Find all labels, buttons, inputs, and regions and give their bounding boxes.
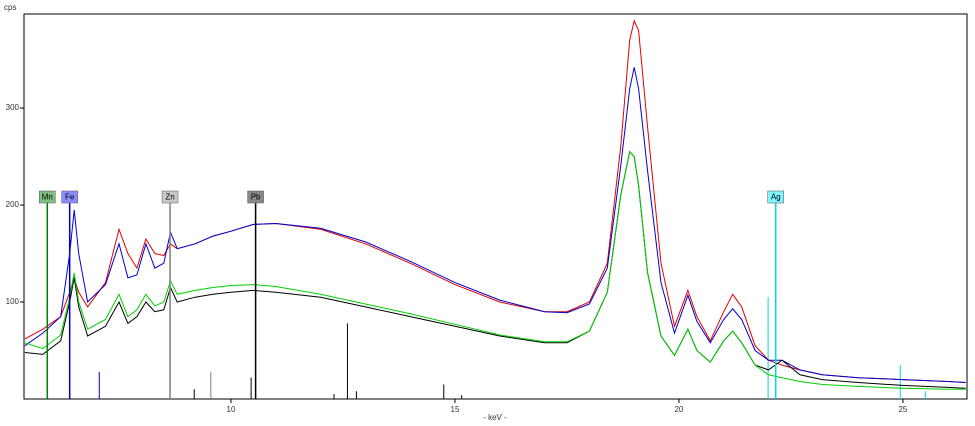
spectrum-line xyxy=(24,67,966,383)
element-label-box xyxy=(61,190,78,204)
y-tick-label: 100 xyxy=(6,297,20,306)
element-label: Fe xyxy=(65,193,75,202)
y-axis-label: cps xyxy=(4,3,16,12)
x-tick-label: 25 xyxy=(898,405,907,414)
element-label-box xyxy=(161,190,179,204)
x-axis-label: - keV - xyxy=(483,413,507,422)
plot-frame xyxy=(23,13,968,400)
element-label-box xyxy=(39,190,56,204)
spectrum-line xyxy=(24,19,966,383)
x-tick-label: 15 xyxy=(451,405,460,414)
element-label-box xyxy=(247,190,264,204)
spectrum-line xyxy=(24,150,966,389)
y-tick-label: 300 xyxy=(6,103,20,112)
element-label: Mn xyxy=(42,193,53,202)
element-label: Ag xyxy=(771,193,781,202)
element-label-box xyxy=(767,190,784,204)
y-tick-label: 200 xyxy=(6,200,20,209)
x-tick-label: 20 xyxy=(674,405,683,414)
x-tick-label: 10 xyxy=(227,405,236,414)
spectrum-line xyxy=(24,150,966,390)
element-label: Zn xyxy=(165,193,174,202)
element-label: Pb xyxy=(251,193,261,202)
